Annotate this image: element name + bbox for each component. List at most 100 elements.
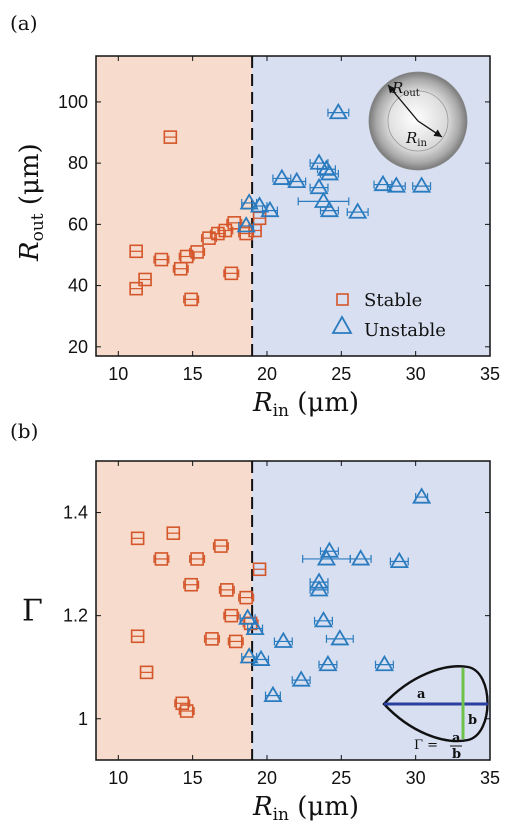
panel-tag: (a) (10, 11, 38, 35)
data-point-square (166, 526, 181, 540)
formula-denominator: b (452, 747, 461, 762)
y-tick-label: 80 (68, 153, 88, 173)
x-tick-label: 35 (480, 364, 500, 384)
panel-a: (a) 10 15 20 25 30 35 20 40 60 80 100 Rin (μm) Rout (… (10, 11, 500, 421)
data-point-triangle (316, 549, 337, 566)
y-tick-label: 100 (58, 92, 88, 112)
data-point-square (130, 629, 145, 644)
legend-label-stable: Stable (364, 290, 422, 311)
data-point-triangle (328, 102, 348, 120)
data-point-square (202, 231, 216, 245)
x-tick-label: 20 (257, 768, 277, 788)
x-tick-label: 10 (108, 768, 128, 788)
data-point-triangle (412, 487, 432, 504)
data-point-triangle (319, 164, 339, 181)
unstable-region (252, 461, 490, 760)
data-point-square (239, 226, 253, 241)
legend-label-unstable: Unstable (364, 320, 446, 341)
x-tick-label: 30 (406, 768, 426, 788)
data-point-triangle (239, 193, 259, 210)
data-point-triangle (260, 200, 280, 218)
data-point-square (218, 223, 233, 238)
data-point-triangle (236, 216, 256, 233)
x-tick-label: 30 (406, 364, 426, 384)
data-point-triangle (318, 654, 338, 672)
data-point-triangle (245, 618, 265, 636)
data-point-triangle (273, 631, 293, 648)
axis-a-label: a (417, 687, 426, 702)
stable-region (96, 461, 253, 760)
inner-radius-arrow (417, 120, 443, 138)
data-point-square (175, 696, 190, 711)
data-point-triangle (309, 580, 329, 597)
outer-radius-label: Rout (391, 79, 420, 99)
outer-radius-arrow (387, 84, 419, 122)
drop-shape-inset: abΓ = ab (382, 665, 489, 762)
data-point-triangle (263, 685, 283, 703)
data-point-square (252, 562, 267, 577)
data-point-triangle (412, 176, 432, 193)
x-tick-label: 10 (108, 364, 128, 384)
data-point-square (228, 634, 243, 649)
data-point-square (154, 552, 169, 566)
data-point-square (214, 539, 228, 553)
data-point-square (130, 531, 145, 546)
x-axis-label: Rin (μm) (252, 388, 359, 421)
data-point-triangle (272, 168, 292, 185)
y-tick-label: 1.2 (63, 606, 88, 626)
data-point-square (205, 632, 219, 646)
data-point-square (179, 704, 194, 718)
data-point-square (227, 216, 242, 230)
data-point-triangle (351, 549, 371, 566)
data-point-triangle (309, 572, 329, 589)
data-point-triangle (287, 171, 307, 189)
x-tick-label: 15 (183, 768, 203, 788)
data-point-square (184, 292, 198, 307)
y-tick-label: 60 (68, 214, 88, 234)
series-stable (129, 130, 267, 307)
data-point-triangle (309, 177, 329, 195)
data-point-triangle (313, 611, 334, 628)
data-point-square (129, 244, 143, 259)
panel-tag: (b) (10, 419, 38, 443)
y-axis-label: Γ (22, 594, 43, 629)
y-axis-label: Rout (μm) (15, 143, 48, 262)
data-point-triangle (389, 551, 409, 569)
legend: Stable Unstable (331, 290, 446, 341)
data-point-square (224, 266, 239, 281)
x-tick-label: 25 (331, 364, 351, 384)
y-tick-label: 40 (68, 276, 88, 296)
legend-marker-stable (336, 293, 349, 306)
x-axis-label: Rin (μm) (252, 792, 359, 823)
data-point-square (224, 608, 239, 623)
y-tick-label: 1 (78, 709, 88, 729)
y-tick-label: 20 (68, 337, 88, 357)
data-point-square (184, 577, 198, 592)
data-point-triangle (348, 202, 368, 219)
data-point-square (179, 249, 194, 264)
data-point-triangle (291, 670, 311, 687)
plot-frame (95, 460, 491, 761)
data-point-triangle (386, 176, 406, 193)
data-point-triangle (374, 654, 395, 672)
x-tick-label: 20 (257, 364, 277, 384)
y-tick-label: 1.4 (63, 503, 88, 523)
inner-radius-label: Rin (405, 129, 427, 149)
axis-b-label: b (468, 713, 477, 728)
formula-numerator: a (452, 731, 461, 746)
data-point-triangle (238, 608, 258, 625)
legend-marker-unstable (331, 315, 353, 334)
data-point-square (154, 252, 169, 267)
data-point-triangle (249, 196, 270, 213)
x-tick-label: 35 (480, 768, 500, 788)
data-point-square (163, 130, 178, 144)
data-point-square (138, 272, 152, 287)
stable-region (96, 56, 253, 356)
series-unstable (238, 487, 432, 703)
data-point-square (129, 281, 143, 296)
data-point-square (239, 590, 253, 605)
x-tick-label: 25 (331, 768, 351, 788)
data-point-square (190, 552, 204, 566)
data-point-triangle (330, 629, 350, 646)
